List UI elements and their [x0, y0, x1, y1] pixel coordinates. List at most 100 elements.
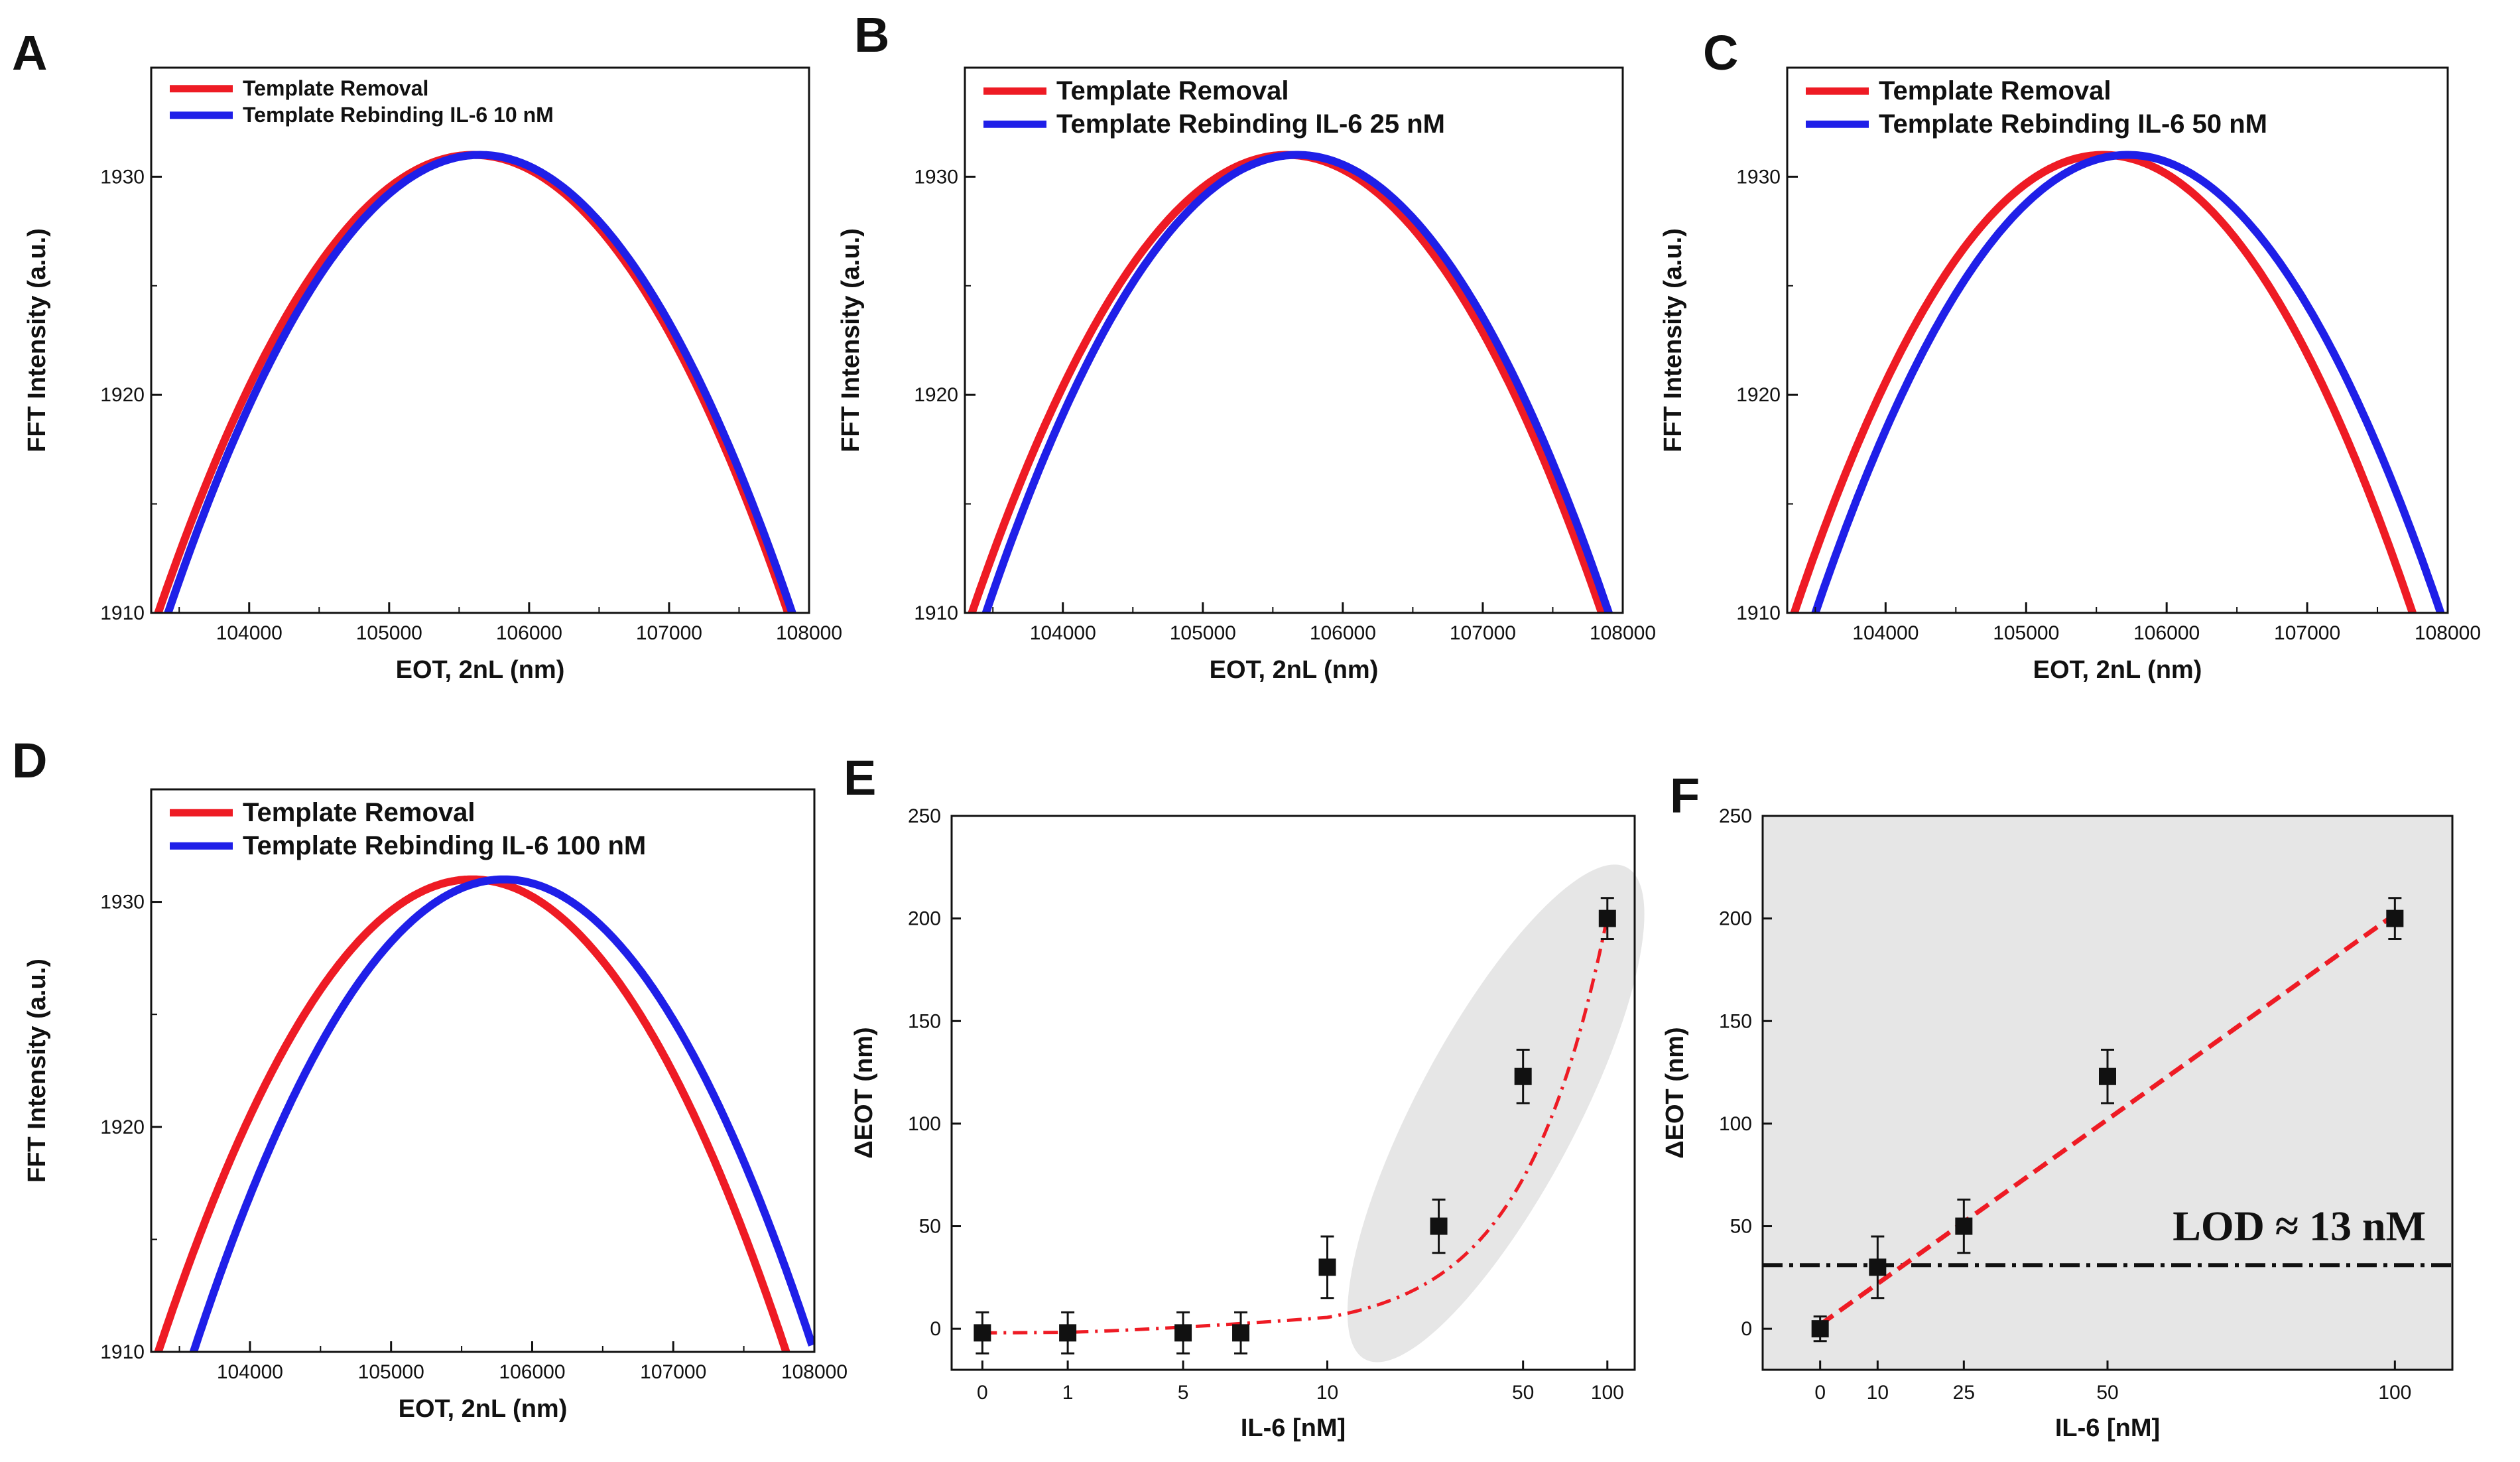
y-axis-label: ΔEOT (nm) — [850, 1027, 878, 1158]
legend-label: Template Removal — [1879, 76, 2111, 105]
panel-c: 104000 105000 106000 107000 108000 1910 1920 19… — [1659, 25, 2481, 684]
y-tick-label: 1910 — [100, 1341, 145, 1363]
y-tick-label: 1920 — [100, 384, 145, 406]
y-tick-label: 50 — [1730, 1216, 1752, 1238]
plot-frame — [150, 66, 810, 614]
panel-letter-e: E — [844, 750, 876, 805]
panel-a: 104000 105000 106000 107000 108000 1910 1920 19… — [12, 25, 842, 684]
legend-label: Template Rebinding IL-6 10 nM — [243, 103, 554, 127]
x-tick-label: 5 — [1178, 1382, 1189, 1404]
panel-letter-c: C — [1703, 25, 1738, 80]
panel-f: LOD ≈ 13 nM 0 10 25 50 100 0 50 100 150 200 250 IL-6… — [1661, 768, 2454, 1442]
panel-letter-b: B — [854, 7, 889, 62]
x-tick-label: 50 — [2096, 1382, 2118, 1404]
y-axis-label: FFT Intensity (a.u.) — [837, 228, 865, 452]
x-tick-label: 104000 — [217, 1361, 283, 1383]
plot-frame — [150, 788, 816, 1353]
y-tick-label: 1920 — [914, 384, 958, 406]
data-point — [974, 1324, 991, 1342]
x-tick-label: 104000 — [216, 622, 283, 644]
data-point — [1811, 1320, 1829, 1338]
y-tick-label: 0 — [930, 1318, 941, 1340]
y-tick-label: 1910 — [1736, 602, 1781, 624]
legend-label: Template Rebinding IL-6 25 nM — [1056, 109, 1445, 139]
x-tick-label: 100 — [2378, 1382, 2411, 1404]
legend-label: Template Rebinding IL-6 100 nM — [243, 831, 646, 860]
panel-letter-f: F — [1670, 768, 1700, 823]
y-tick-label: 250 — [908, 805, 941, 827]
series-line-rebinding — [1811, 151, 2445, 613]
panel-e: 0 1 5 10 50 100 0 50 100 150 200 250 IL-6 [nM] ΔEOT (… — [844, 750, 1645, 1442]
x-tick-label: 105000 — [356, 622, 422, 644]
x-axis-label: EOT, 2nL (nm) — [1210, 656, 1379, 684]
x-axis-label: EOT, 2nL (nm) — [399, 1395, 568, 1423]
fit-curve — [982, 916, 1609, 1335]
x-tick-label: 108000 — [776, 622, 842, 644]
data-point — [2099, 1067, 2116, 1085]
legend-label: Template Removal — [243, 76, 428, 100]
x-tick-label: 106000 — [2133, 622, 2200, 644]
x-tick-label: 104000 — [1852, 622, 1919, 644]
x-tick-label: 10 — [1867, 1382, 1889, 1404]
x-tick-label: 50 — [1512, 1382, 1534, 1404]
x-tick-label: 105000 — [1170, 622, 1236, 644]
data-point — [1430, 1217, 1448, 1235]
x-tick-label: 106000 — [1310, 622, 1376, 644]
panel-letter-a: A — [12, 25, 47, 80]
plot-frame — [1786, 66, 2449, 614]
fit-line — [1818, 912, 2397, 1327]
plot-frame — [964, 66, 1624, 614]
x-tick-label: 1 — [1062, 1382, 1074, 1404]
x-tick-label: 105000 — [358, 1361, 424, 1383]
x-axis-label: EOT, 2nL (nm) — [396, 656, 565, 684]
x-tick-label: 108000 — [781, 1361, 848, 1383]
y-axis-label: FFT Intensity (a.u.) — [23, 959, 51, 1183]
panel-letter-d: D — [12, 733, 47, 788]
y-tick-label: 200 — [1719, 908, 1752, 930]
y-tick-label: 50 — [919, 1216, 941, 1238]
data-point — [2386, 909, 2404, 927]
y-tick-label: 1920 — [1736, 384, 1781, 406]
data-point — [1514, 1067, 1532, 1085]
x-tick-label: 25 — [1953, 1382, 1975, 1404]
y-axis-label: ΔEOT (nm) — [1661, 1027, 1689, 1158]
x-tick-label: 106000 — [496, 622, 562, 644]
series-line-rebinding — [189, 875, 814, 1352]
x-tick-label: 104000 — [1030, 622, 1096, 644]
panel-b: 104000 105000 106000 107000 108000 1910 1920 19… — [837, 7, 1656, 684]
y-tick-label: 100 — [908, 1113, 941, 1135]
y-tick-label: 0 — [1741, 1318, 1752, 1340]
x-tick-label: 108000 — [2415, 622, 2481, 644]
x-tick-label: 107000 — [636, 622, 702, 644]
data-point — [1598, 909, 1616, 927]
panel-d: 104000 105000 106000 107000 108000 1910 1920 19… — [12, 733, 848, 1423]
x-axis-label: IL-6 [nM] — [1241, 1414, 1346, 1442]
x-tick-label: 105000 — [1993, 622, 2059, 644]
y-tick-label: 1910 — [914, 602, 958, 624]
legend-label: Template Rebinding IL-6 50 nM — [1879, 109, 2267, 139]
y-tick-label: 250 — [1719, 805, 1752, 827]
x-tick-label: 108000 — [1590, 622, 1656, 644]
data-point — [1318, 1258, 1336, 1276]
data-point — [1955, 1217, 1973, 1235]
x-axis-label: EOT, 2nL (nm) — [2033, 656, 2202, 684]
legend-label: Template Removal — [243, 798, 475, 827]
data-point — [1174, 1324, 1192, 1342]
series-line-rebinding — [163, 151, 797, 613]
x-tick-label: 106000 — [499, 1361, 565, 1383]
y-tick-label: 1930 — [914, 166, 958, 188]
y-tick-label: 1930 — [100, 892, 145, 913]
highlight-ellipse — [1347, 864, 1645, 1362]
x-tick-label: 107000 — [2274, 622, 2340, 644]
data-point — [1232, 1324, 1250, 1342]
legend-label: Template Removal — [1056, 76, 1289, 105]
y-tick-label: 1930 — [1736, 166, 1781, 188]
x-tick-label: 10 — [1316, 1382, 1338, 1404]
x-tick-label: 0 — [1814, 1382, 1826, 1404]
x-tick-label: 100 — [1591, 1382, 1624, 1404]
y-tick-label: 1910 — [100, 602, 145, 624]
y-tick-label: 1920 — [100, 1116, 145, 1138]
x-tick-label: 0 — [977, 1382, 988, 1404]
x-tick-label: 107000 — [640, 1361, 706, 1383]
